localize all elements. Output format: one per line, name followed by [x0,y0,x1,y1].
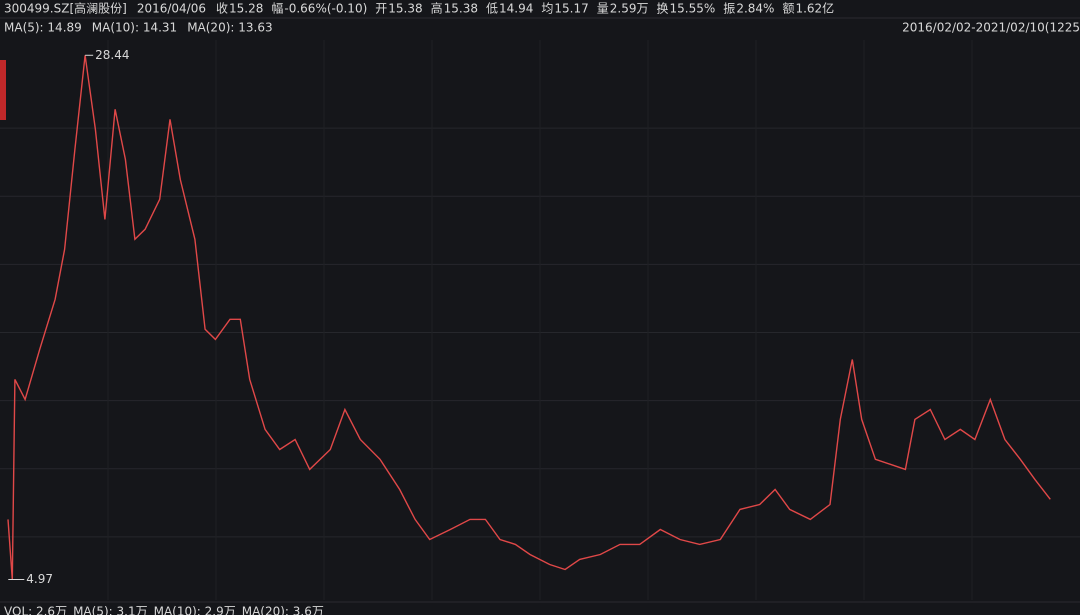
side-marker [0,60,6,120]
ma-legend: MA(20): 13.63 [187,21,272,35]
field-value: 15.38 [388,2,422,16]
ma-legend: MA(10): 14.31 [92,21,177,35]
field-value: -0.66%(-0.10) [284,2,367,16]
high-label: 28.44 [95,48,129,62]
field-value: 15.38 [444,2,478,16]
field-value: 15.55% [670,2,716,16]
field-label: 收 [216,2,228,16]
volume-legend: MA(20): 3.6万 [242,605,324,615]
field-label: 换 [657,2,669,16]
field-label: 振 [723,2,735,16]
field-value: 15.28 [229,2,263,16]
volume-legend: MA(10): 2.9万 [154,605,236,615]
field-label: 高 [431,1,443,16]
field-value: 2.84% [736,2,774,16]
field-label: 额 [782,2,794,16]
field-label: 幅 [271,1,283,16]
price-line [7,55,1051,580]
volume-legend: VOL: 2.6万 [4,605,67,615]
field-value: 15.17 [554,2,588,16]
field-value: 14.94 [499,2,533,16]
low-label: 4.97 [26,572,53,586]
date: 2016/04/06 [137,2,206,16]
field-value: 1.62亿 [795,1,834,16]
ma-legend: MA(5): 14.89 [4,21,82,35]
field-label: 低 [486,2,498,16]
field-label: 均 [541,2,553,16]
field-label: 量 [597,2,609,16]
field-value: 2.59万 [610,2,649,16]
volume-legend: MA(5): 3.1万 [73,605,148,615]
field-label: 开 [375,2,387,16]
symbol: 300499.SZ[高澜股份] [4,1,127,16]
range-label: 2016/02/02-2021/02/10(1225 [902,21,1080,35]
